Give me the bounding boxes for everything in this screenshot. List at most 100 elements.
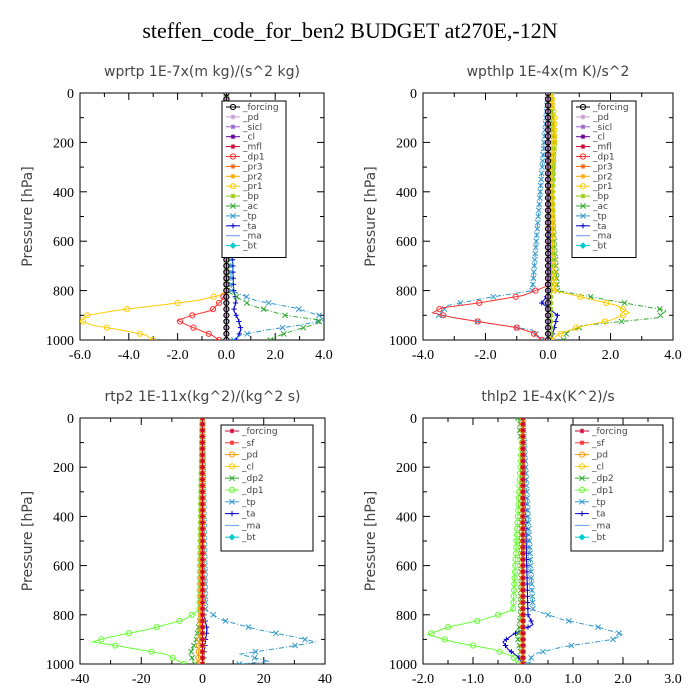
data-point	[510, 599, 517, 606]
data-point	[513, 544, 520, 551]
series-group	[426, 418, 625, 664]
data-point	[199, 476, 206, 483]
data-point	[199, 519, 206, 526]
y-tick-label: 0	[67, 412, 74, 427]
y-tick-label: 200	[53, 461, 74, 476]
data-point	[205, 330, 212, 337]
legend-label: _ta	[242, 222, 257, 232]
data-point	[520, 661, 526, 664]
series-line	[80, 93, 227, 340]
y-tick-label: 400	[396, 510, 417, 525]
data-point	[153, 624, 160, 631]
data-point	[215, 299, 223, 307]
data-point	[511, 568, 519, 575]
data-point	[520, 446, 526, 452]
data-point	[580, 193, 586, 199]
data-point	[469, 642, 477, 649]
data-point	[199, 655, 206, 661]
data-point	[520, 556, 526, 563]
series-line	[437, 93, 549, 340]
data-point	[578, 533, 586, 541]
series-line	[92, 418, 203, 664]
data-point	[544, 145, 552, 152]
data-point	[544, 244, 552, 251]
data-point	[560, 337, 567, 340]
legend-label: _pr2	[242, 172, 263, 182]
series-line	[225, 93, 324, 340]
data-point	[199, 642, 206, 649]
data-point	[544, 299, 552, 307]
chart-panel-1: 0 200 400 600 800 1000-6.0 -4.0 -2.0 0.0 2.0 4.0 wp…	[20, 64, 333, 363]
data-point	[544, 287, 552, 294]
data-point	[527, 550, 534, 557]
data-point	[316, 312, 323, 319]
data-point	[199, 483, 206, 489]
data-point	[513, 537, 520, 545]
x-tick-label: 0.0	[539, 348, 557, 363]
data-point	[513, 324, 520, 331]
data-point	[520, 433, 526, 440]
data-point	[537, 188, 544, 195]
data-point	[490, 293, 497, 300]
data-point	[551, 158, 557, 164]
data-point	[527, 556, 534, 563]
data-point	[540, 648, 546, 655]
data-point	[229, 183, 237, 190]
legend-label: _ta	[591, 510, 606, 520]
data-point	[227, 269, 234, 276]
x-tick-label: 4.0	[315, 348, 333, 363]
x-tick-label: 0.0	[514, 672, 532, 687]
data-point	[568, 642, 575, 649]
x-tick-label: -40	[71, 672, 90, 687]
legend-label: _mfl	[242, 143, 262, 153]
data-point	[520, 501, 526, 507]
legend-label: _pr3	[242, 162, 263, 172]
data-point	[98, 636, 105, 643]
data-point	[223, 93, 230, 97]
data-point	[550, 133, 557, 139]
legend-label: _dp1	[241, 486, 264, 496]
legend: _forcing_pd_sicl_cl_mfl_dp1_pr3_pr2_pr1_…	[221, 100, 287, 258]
data-point	[199, 587, 206, 593]
data-point	[199, 599, 206, 606]
legend-label: _tp	[591, 498, 606, 508]
data-point	[215, 336, 223, 340]
data-point	[223, 306, 230, 313]
data-point	[550, 281, 558, 288]
data-point	[273, 630, 279, 637]
data-point	[510, 654, 517, 661]
x-tick-label: 4.0	[664, 348, 682, 363]
data-point	[520, 655, 526, 661]
series-group	[80, 93, 324, 340]
data-point	[544, 281, 552, 288]
x-tick-label: -2.0	[412, 672, 434, 687]
data-point	[223, 293, 230, 300]
data-point	[544, 182, 552, 189]
data-point	[618, 318, 625, 325]
data-point	[200, 661, 207, 664]
y-axis-label: Pressure [hPa]	[363, 491, 379, 591]
data-point	[136, 330, 143, 337]
legend-label: _ma	[242, 232, 262, 242]
data-point	[530, 269, 537, 276]
data-point	[548, 318, 554, 325]
data-point	[524, 501, 531, 508]
data-point	[223, 268, 230, 276]
data-point	[191, 661, 198, 664]
legend-label: _bt	[242, 242, 257, 252]
data-point	[548, 306, 554, 312]
legend: _forcing _sf _pd_cl _dp2 _dp1 _tp _ta_ma _bt	[220, 424, 314, 552]
data-point	[199, 661, 206, 664]
data-point	[534, 219, 541, 226]
data-point	[267, 337, 274, 340]
data-point	[548, 312, 554, 318]
y-tick-label: 0	[410, 87, 417, 102]
data-point	[252, 648, 259, 655]
data-point	[526, 531, 533, 538]
data-point	[544, 96, 552, 103]
x-tick-label: -20	[132, 672, 151, 687]
data-point	[199, 470, 206, 476]
data-point	[233, 293, 240, 300]
data-point	[228, 451, 236, 458]
data-point	[619, 306, 627, 313]
